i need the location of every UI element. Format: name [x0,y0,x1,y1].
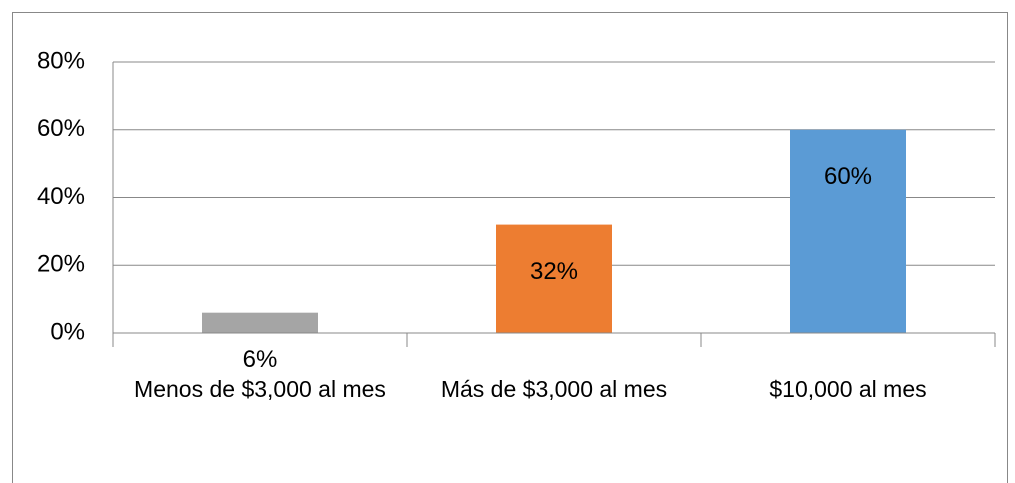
x-tick-label: Más de $3,000 al mes [440,376,668,402]
y-tick-label: 40% [37,183,85,210]
data-label: 60% [824,163,872,190]
bar [790,129,906,333]
y-tick-label: 60% [37,115,85,142]
bar [496,224,612,333]
y-tick-label: 20% [37,251,85,278]
y-tick-label: 80% [37,47,85,74]
data-label: 32% [530,258,578,285]
data-label: 6% [243,346,278,373]
bar [202,312,318,333]
x-tick-label: $10,000 al mes [769,376,927,402]
chart-border [12,12,1008,483]
x-tick-label: Menos de $3,000 al mes [134,376,386,402]
y-tick-label: 0% [50,318,85,345]
